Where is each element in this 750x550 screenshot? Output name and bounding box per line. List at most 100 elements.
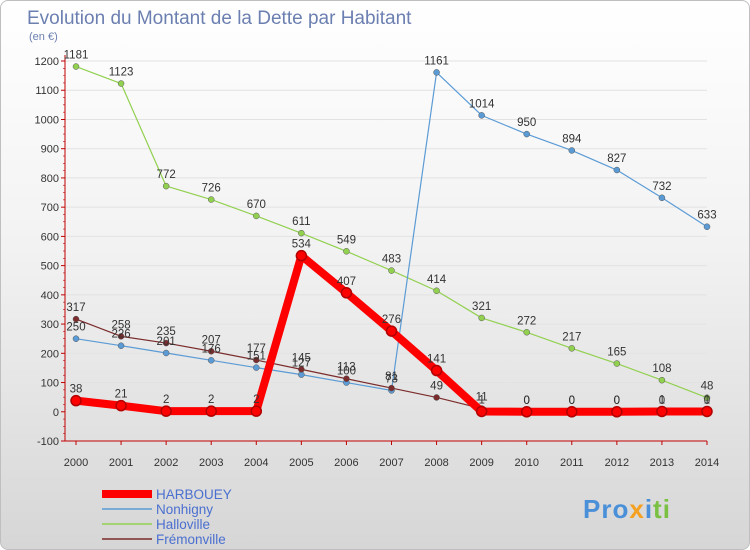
- data-label: 1: [478, 394, 484, 406]
- x-tick-label: 2004: [244, 457, 268, 469]
- y-tick-label: 200: [41, 348, 59, 360]
- data-point: [207, 357, 215, 364]
- data-point: [117, 342, 125, 349]
- data-label: 0: [614, 395, 620, 407]
- data-label: 0: [524, 395, 530, 407]
- unit-label: (en €): [29, 31, 58, 43]
- data-point: [433, 69, 440, 76]
- data-label: 2: [163, 394, 169, 406]
- data-point: [433, 394, 440, 401]
- x-tick-label: 2003: [199, 457, 223, 469]
- data-point: [658, 376, 666, 384]
- y-tick-label: 0: [53, 407, 59, 419]
- y-tick-label: 500: [41, 261, 59, 273]
- x-tick-label: 2012: [605, 457, 629, 469]
- x-tick-label: 2005: [289, 457, 313, 469]
- y-tick-label: 100: [41, 378, 59, 390]
- data-label: 0: [659, 395, 665, 407]
- data-label: 950: [517, 117, 536, 129]
- data-label: 176: [202, 343, 221, 355]
- data-label: 11: [476, 392, 488, 404]
- data-label: 21: [115, 389, 128, 401]
- data-point: [656, 405, 668, 418]
- data-label: 611: [292, 216, 310, 228]
- y-tick-label: 700: [41, 202, 59, 214]
- y-tick-label: 600: [41, 231, 59, 243]
- data-point: [520, 406, 533, 418]
- data-point: [160, 405, 172, 417]
- legend-entry: HARBOUEY: [156, 487, 232, 502]
- data-label: 141: [427, 354, 446, 366]
- data-point: [385, 325, 398, 337]
- data-label: 151: [247, 351, 266, 363]
- data-label: 827: [607, 153, 626, 165]
- data-point: [658, 194, 666, 202]
- data-point: [388, 267, 395, 274]
- data-label: 127: [292, 358, 311, 370]
- data-point: [205, 405, 217, 417]
- data-label: 81: [385, 371, 398, 383]
- data-point: [703, 223, 711, 230]
- data-point: [568, 345, 576, 352]
- data-point: [72, 335, 80, 342]
- logo-text: Proxiti: [583, 494, 671, 524]
- data-label: 0: [524, 395, 530, 407]
- x-tick-label: 2001: [109, 457, 133, 469]
- data-label: 177: [247, 343, 266, 355]
- data-point: [475, 405, 488, 418]
- data-label: 1: [659, 394, 665, 406]
- data-label: 48: [701, 381, 714, 393]
- x-tick-label: 2010: [514, 457, 538, 469]
- y-tick-label: 800: [41, 173, 59, 185]
- data-point: [523, 329, 530, 336]
- data-point: [298, 366, 305, 373]
- data-point: [523, 130, 530, 138]
- data-point: [207, 348, 215, 355]
- data-point: [162, 339, 170, 347]
- data-point: [295, 249, 308, 262]
- data-point: [388, 384, 395, 392]
- legend-entry: Halloville: [156, 517, 210, 532]
- data-point: [117, 333, 125, 340]
- legend-entry: Frémonville: [156, 532, 226, 547]
- data-label: 1181: [64, 50, 89, 62]
- data-label: 407: [337, 276, 356, 288]
- data-label: 549: [337, 234, 356, 246]
- data-point: [72, 315, 80, 323]
- x-tick-label: 2009: [469, 457, 493, 469]
- data-label: 321: [472, 301, 491, 313]
- data-label: 317: [66, 302, 85, 314]
- data-label: 1014: [469, 98, 495, 110]
- data-point: [343, 248, 350, 255]
- x-tick-label: 2008: [424, 457, 448, 469]
- data-label: 250: [66, 322, 85, 334]
- data-label: 165: [607, 347, 626, 359]
- data-point: [701, 405, 713, 418]
- data-label: 732: [652, 181, 671, 193]
- x-tick-label: 2007: [379, 457, 403, 469]
- data-label: 145: [292, 352, 311, 364]
- legend-entry: Nonhigny: [156, 502, 213, 517]
- chart-title: Evolution du Montant de la Dette par Hab…: [27, 8, 412, 29]
- data-point: [72, 63, 80, 70]
- data-label: 207: [202, 334, 221, 346]
- x-tick-label: 2000: [64, 457, 88, 469]
- data-label: 1161: [424, 55, 449, 67]
- data-label: 1123: [109, 67, 134, 79]
- x-tick-label: 2013: [650, 457, 674, 469]
- data-label: 276: [382, 314, 401, 326]
- data-label: 235: [157, 326, 176, 338]
- data-point: [478, 112, 485, 119]
- data-point: [613, 360, 621, 367]
- data-label: 726: [202, 183, 221, 195]
- data-label: 226: [111, 329, 130, 341]
- data-point: [298, 229, 305, 237]
- data-point: [568, 147, 576, 154]
- data-label: 100: [337, 366, 356, 378]
- data-label: 1: [704, 394, 710, 406]
- y-tick-label: -100: [37, 436, 59, 448]
- data-label: 2: [208, 394, 214, 406]
- data-label: 414: [427, 274, 447, 286]
